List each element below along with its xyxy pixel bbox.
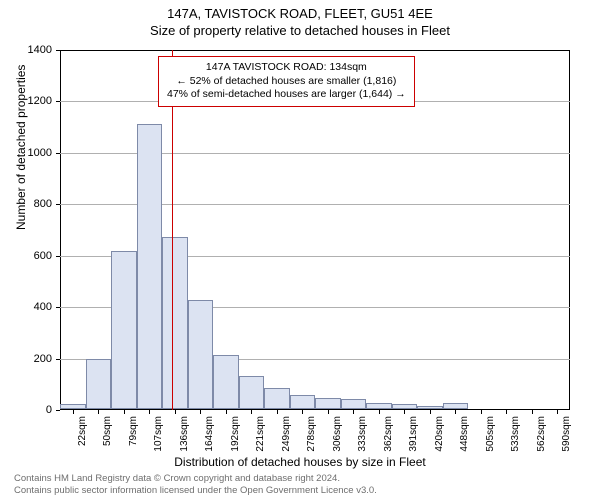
x-tick-mark — [481, 410, 482, 414]
plot-area: 020040060080010001200140022sqm50sqm79sqm… — [60, 50, 570, 410]
histogram-bar — [315, 398, 341, 409]
x-tick-label: 505sqm — [485, 416, 496, 452]
histogram-bar — [86, 359, 112, 409]
chart-title: 147A, TAVISTOCK ROAD, FLEET, GU51 4EE — [0, 0, 600, 21]
y-tick-label: 1200 — [28, 95, 52, 107]
y-tick-label: 200 — [34, 353, 52, 365]
histogram-bar — [213, 355, 239, 409]
y-tick-mark — [56, 204, 60, 205]
y-tick-label: 800 — [34, 198, 52, 210]
histogram-bar — [341, 399, 367, 409]
x-axis-label: Distribution of detached houses by size … — [0, 455, 600, 469]
x-tick-mark — [98, 410, 99, 414]
y-axis-label: Number of detached properties — [14, 65, 28, 230]
x-tick-label: 22sqm — [77, 416, 88, 446]
property-info-box: 147A TAVISTOCK ROAD: 134sqm← 52% of deta… — [158, 56, 415, 107]
histogram-bar — [188, 300, 214, 409]
histogram-bar — [392, 404, 418, 409]
x-tick-mark — [277, 410, 278, 414]
histogram-bar — [111, 251, 137, 409]
histogram-bar — [290, 395, 316, 409]
x-tick-mark — [430, 410, 431, 414]
x-tick-mark — [455, 410, 456, 414]
x-tick-mark — [73, 410, 74, 414]
x-tick-mark — [302, 410, 303, 414]
x-tick-label: 192sqm — [230, 416, 241, 452]
footer-attribution: Contains HM Land Registry data © Crown c… — [14, 473, 377, 496]
histogram-bar — [443, 403, 469, 409]
x-tick-label: 362sqm — [383, 416, 394, 452]
x-tick-mark — [353, 410, 354, 414]
histogram-bar — [417, 406, 443, 409]
right-axis-line — [569, 50, 570, 410]
x-tick-mark — [200, 410, 201, 414]
x-tick-label: 278sqm — [306, 416, 317, 452]
info-box-line1: 147A TAVISTOCK ROAD: 134sqm — [167, 61, 406, 75]
histogram-bar — [366, 403, 392, 409]
x-tick-mark — [226, 410, 227, 414]
y-tick-mark — [56, 359, 60, 360]
x-tick-label: 221sqm — [255, 416, 266, 452]
x-tick-label: 50sqm — [102, 416, 113, 446]
footer-line2: Contains public sector information licen… — [14, 485, 377, 496]
x-tick-label: 533sqm — [510, 416, 521, 452]
x-tick-label: 249sqm — [281, 416, 292, 452]
y-tick-mark — [56, 153, 60, 154]
x-tick-mark — [251, 410, 252, 414]
x-tick-mark — [379, 410, 380, 414]
top-axis-line — [60, 50, 570, 51]
x-tick-label: 306sqm — [332, 416, 343, 452]
x-tick-mark — [532, 410, 533, 414]
x-tick-label: 136sqm — [179, 416, 190, 452]
y-axis-line — [60, 50, 61, 410]
y-tick-mark — [56, 307, 60, 308]
y-tick-label: 0 — [46, 404, 52, 416]
x-tick-mark — [506, 410, 507, 414]
y-tick-label: 1000 — [28, 147, 52, 159]
x-tick-mark — [404, 410, 405, 414]
histogram-bar — [162, 237, 188, 409]
x-tick-label: 79sqm — [128, 416, 139, 446]
y-tick-mark — [56, 256, 60, 257]
chart-subtitle: Size of property relative to detached ho… — [0, 21, 600, 38]
x-axis-line — [60, 409, 570, 410]
y-tick-mark — [56, 101, 60, 102]
x-tick-label: 448sqm — [459, 416, 470, 452]
x-tick-mark — [149, 410, 150, 414]
histogram-bar — [239, 376, 265, 409]
x-tick-mark — [557, 410, 558, 414]
x-tick-label: 562sqm — [536, 416, 547, 452]
x-tick-mark — [328, 410, 329, 414]
y-tick-mark — [56, 50, 60, 51]
y-tick-label: 600 — [34, 250, 52, 262]
histogram-bar — [137, 124, 163, 409]
x-tick-mark — [175, 410, 176, 414]
footer-line1: Contains HM Land Registry data © Crown c… — [14, 473, 377, 484]
info-box-line3: 47% of semi-detached houses are larger (… — [167, 88, 406, 102]
histogram-bar — [60, 404, 86, 409]
info-box-line2: ← 52% of detached houses are smaller (1,… — [167, 75, 406, 89]
y-tick-label: 1400 — [28, 44, 52, 56]
x-tick-mark — [124, 410, 125, 414]
x-tick-label: 164sqm — [204, 416, 215, 452]
y-tick-mark — [56, 410, 60, 411]
x-tick-label: 391sqm — [408, 416, 419, 452]
x-tick-label: 590sqm — [561, 416, 572, 452]
y-tick-label: 400 — [34, 301, 52, 313]
x-tick-label: 333sqm — [357, 416, 368, 452]
x-tick-label: 107sqm — [153, 416, 164, 452]
histogram-bar — [264, 388, 290, 409]
chart-container: 147A, TAVISTOCK ROAD, FLEET, GU51 4EE Si… — [0, 0, 600, 500]
x-tick-label: 420sqm — [434, 416, 445, 452]
